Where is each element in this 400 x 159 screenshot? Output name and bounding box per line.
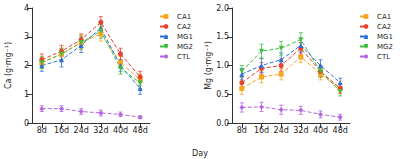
svg-text:MG1: MG1 (177, 33, 193, 41)
svg-text:1.0: 1.0 (216, 61, 229, 70)
svg-text:Day: Day (192, 149, 208, 158)
svg-text:CA1: CA1 (377, 13, 391, 21)
svg-text:0: 0 (24, 119, 29, 128)
svg-text:24d: 24d (74, 126, 89, 135)
svg-text:CA2: CA2 (177, 23, 191, 31)
svg-text:0.0: 0.0 (216, 119, 229, 128)
svg-text:MG2: MG2 (177, 43, 193, 51)
svg-text:1: 1 (24, 90, 29, 99)
svg-text:1.5: 1.5 (216, 32, 229, 41)
svg-text:24d: 24d (274, 126, 289, 135)
svg-text:2.0: 2.0 (216, 4, 229, 13)
svg-text:48d: 48d (333, 126, 348, 135)
svg-text:8d: 8d (37, 126, 47, 135)
svg-text:CTL: CTL (377, 53, 390, 61)
svg-text:8d: 8d (237, 126, 247, 135)
svg-text:0.5: 0.5 (216, 90, 229, 99)
svg-text:2: 2 (24, 61, 29, 70)
svg-text:Ca (g·mg⁻¹): Ca (g·mg⁻¹) (4, 42, 13, 89)
svg-text:CA1: CA1 (177, 13, 191, 21)
svg-text:CTL: CTL (177, 53, 190, 61)
svg-text:48d: 48d (133, 126, 148, 135)
svg-text:CA2: CA2 (377, 23, 391, 31)
svg-text:40d: 40d (113, 126, 128, 135)
svg-text:16d: 16d (54, 126, 69, 135)
svg-text:Mg (g·mg⁻¹): Mg (g·mg⁻¹) (204, 41, 213, 90)
svg-text:MG1: MG1 (377, 33, 393, 41)
svg-text:3: 3 (24, 32, 29, 41)
svg-text:32d: 32d (93, 126, 108, 135)
svg-text:4: 4 (24, 4, 29, 13)
svg-text:40d: 40d (313, 126, 328, 135)
svg-text:16d: 16d (254, 126, 269, 135)
svg-text:32d: 32d (293, 126, 308, 135)
svg-text:MG2: MG2 (377, 43, 393, 51)
